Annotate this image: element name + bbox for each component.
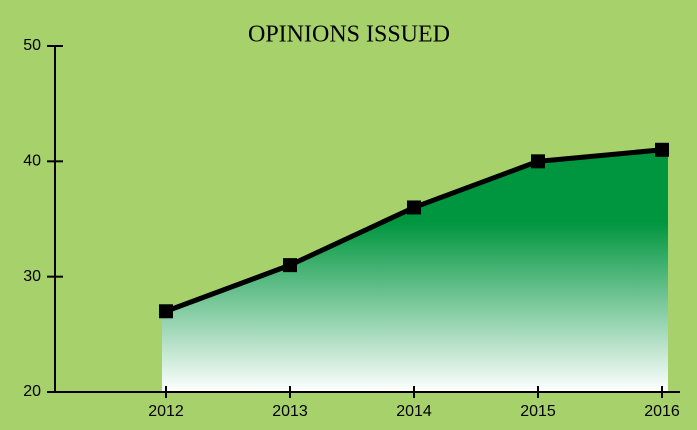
marker <box>531 154 545 169</box>
marker <box>283 258 297 273</box>
marker <box>655 142 669 157</box>
x-tick-label: 2012 <box>148 403 184 420</box>
y-tick-label: 30 <box>23 268 41 285</box>
y-tick-label: 50 <box>23 37 41 54</box>
area <box>162 149 668 392</box>
marker <box>159 304 173 319</box>
x-tick-label: 2015 <box>520 403 556 420</box>
x-tick-label: 2014 <box>396 403 432 420</box>
chart-title: OPINIONS ISSUED <box>248 22 450 48</box>
x-tick-label: 2016 <box>644 403 680 420</box>
x-tick-label: 2013 <box>272 403 308 420</box>
y-tick-label: 40 <box>23 153 41 170</box>
y-tick-label: 20 <box>23 383 41 400</box>
marker <box>407 200 421 215</box>
